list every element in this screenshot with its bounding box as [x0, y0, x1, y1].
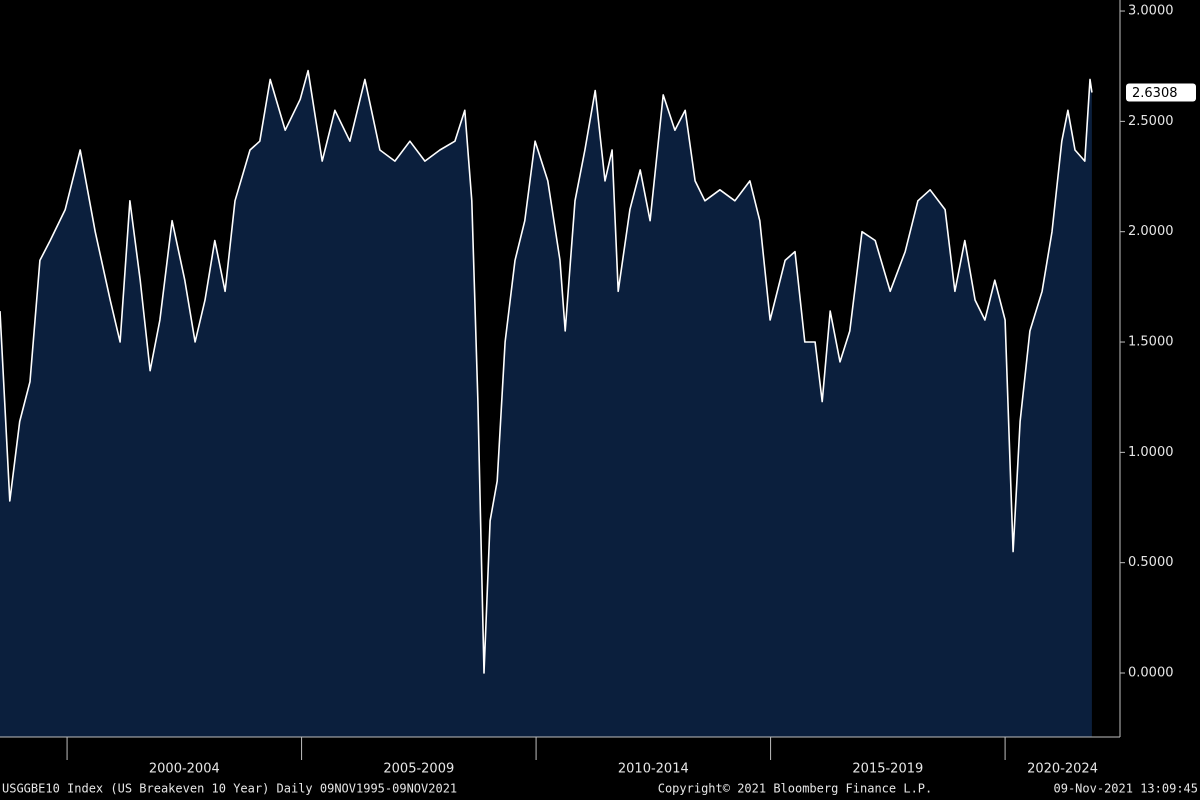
y-tick-label: 1.0000	[1128, 445, 1174, 460]
y-tick-label: 0.0000	[1128, 666, 1174, 681]
x-period-label: 2020-2024	[1027, 762, 1098, 777]
footer-text: Copyright© 2021 Bloomberg Finance L.P.	[658, 782, 933, 796]
y-tick-label: 3.0000	[1128, 4, 1174, 19]
y-tick-label: 2.5000	[1128, 114, 1174, 129]
footer-text: 09-Nov-2021 13:09:45	[1054, 782, 1199, 796]
y-tick-label: 1.5000	[1128, 335, 1174, 350]
y-tick-label: 0.5000	[1128, 555, 1174, 570]
last-value-label: 2.6308	[1132, 86, 1178, 101]
y-tick-label: 2.0000	[1128, 224, 1174, 239]
area	[0, 70, 1092, 738]
x-period-label: 2005-2009	[383, 762, 454, 777]
last-value-tag	[1126, 83, 1196, 102]
x-period-label: 2000-2004	[149, 762, 220, 777]
x-period-label: 2015-2019	[852, 762, 923, 777]
line	[0, 69, 1093, 674]
x-period-label: 2010-2014	[618, 762, 689, 777]
footer-text: USGGBE10 Index (US Breakeven 10 Year) Da…	[2, 782, 457, 796]
